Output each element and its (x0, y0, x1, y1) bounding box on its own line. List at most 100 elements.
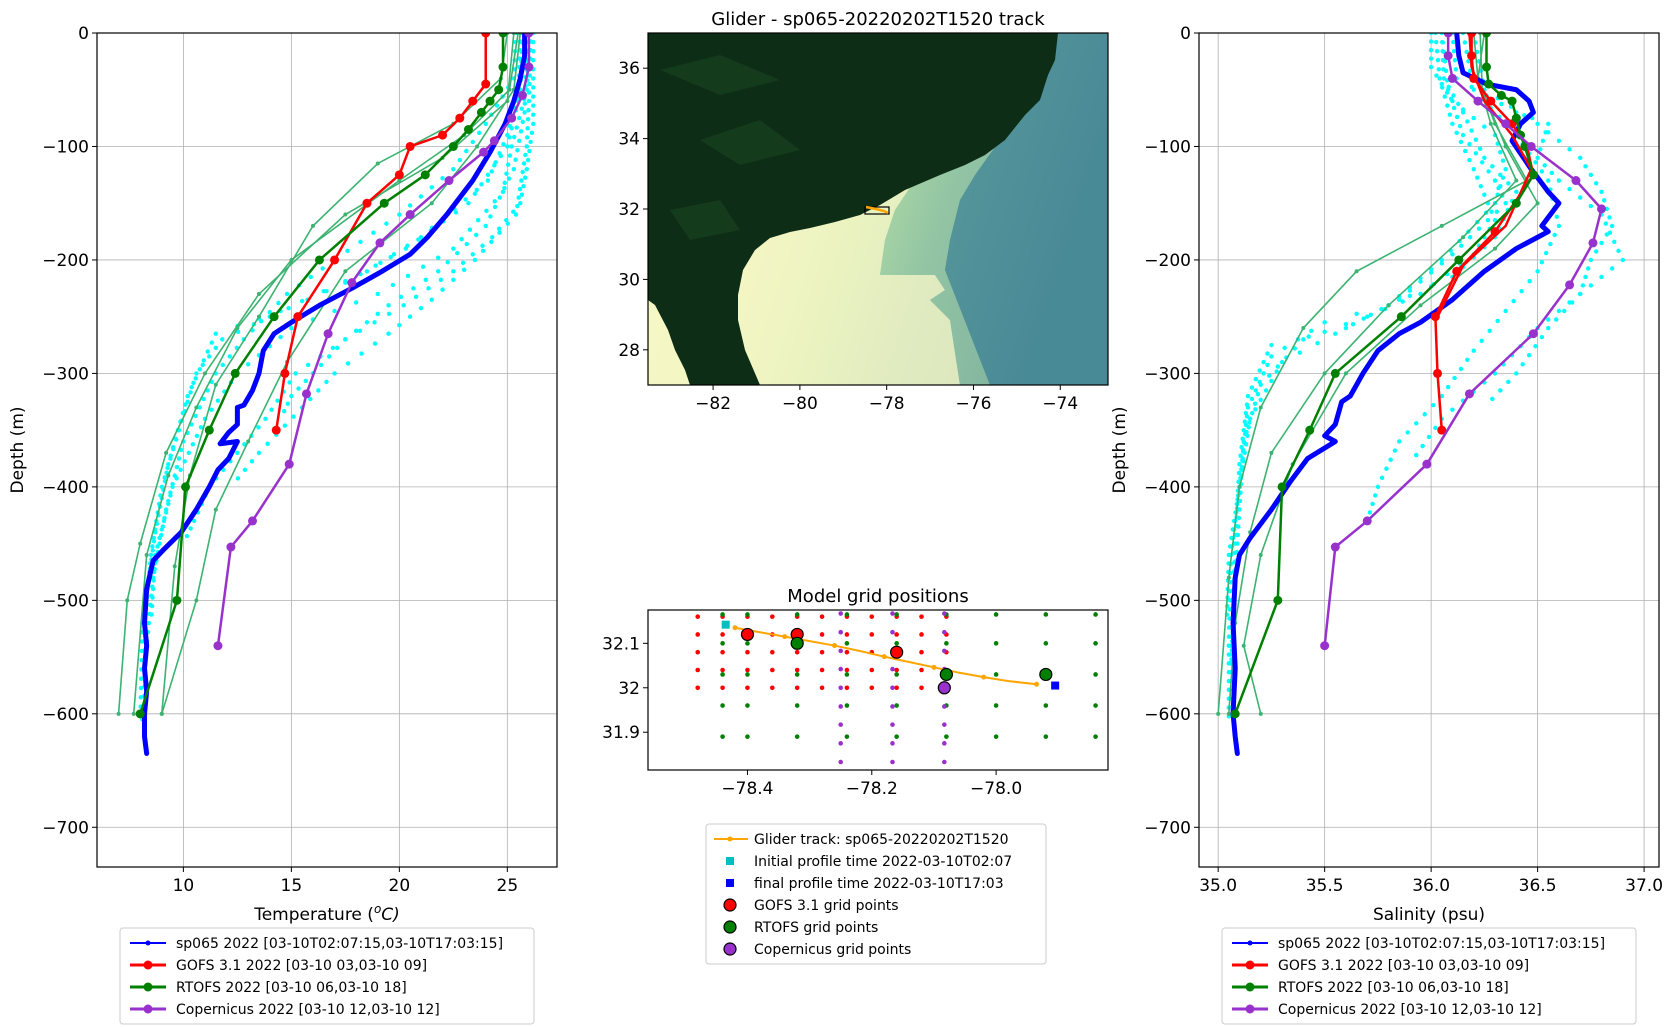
salinity-glider-profile-point (1492, 178, 1498, 183)
salinity-glider-profile-point (1562, 308, 1567, 314)
temperature-glider-profile-point (522, 101, 528, 106)
salinity-glider-profile-point (1396, 297, 1402, 302)
salinity-glider-profile-point (1538, 147, 1543, 152)
temperature-glider-profile-point (480, 248, 486, 254)
temperature-series-marker (204, 425, 214, 435)
temperature-glider-profile-point (504, 218, 509, 223)
temperature-glider-profile-point (185, 393, 190, 399)
temperature-glider-profile-point (332, 308, 337, 314)
temperature-glider-profile-point (148, 552, 154, 558)
salinity-rtofs-profile-point (1493, 246, 1498, 251)
gofs-grid-point (894, 632, 899, 637)
salinity-glider-profile-point (1540, 138, 1546, 143)
salinity-series-marker (1277, 482, 1287, 492)
temperature-glider-profile-point (474, 232, 479, 238)
temperature-glider-profile-point (378, 260, 383, 265)
temperature-glider-profile-point (474, 187, 479, 193)
salinity-glider-profile-point (1434, 39, 1439, 45)
temperature-series-marker (347, 278, 357, 288)
copernicus-grid-point (890, 685, 895, 691)
salinity-glider-profile-point (1465, 357, 1470, 362)
rtofs-grid-point (720, 734, 725, 739)
salinity-y-tick-label: −600 (1144, 705, 1191, 725)
temperature-glider-profile-point (159, 532, 164, 538)
temperature-glider-profile-point (150, 584, 155, 589)
temperature-glider-profile-point (201, 396, 206, 402)
salinity-glider-profile-point (1447, 112, 1453, 117)
salinity-glider-profile-point (1301, 337, 1306, 342)
temperature-glider-profile-point (479, 182, 484, 187)
salinity-glider-profile-point (1244, 414, 1250, 419)
temperature-glider-profile-point (518, 129, 524, 134)
temperature-rtofs-profile-point (213, 507, 218, 512)
temperature-series-marker (468, 96, 478, 106)
gofs-grid-point (919, 685, 924, 691)
temperature-glider-profile-point (488, 214, 493, 219)
map-x-tick-label: −76 (956, 394, 992, 414)
grid-legend-marker (723, 920, 737, 934)
salinity-legend-marker (1245, 1004, 1255, 1014)
rtofs-grid-point (993, 734, 999, 739)
temperature-series-marker (479, 147, 489, 157)
salinity-glider-profile-point (1445, 384, 1451, 390)
temperature-glider-profile-point (345, 248, 350, 254)
temperature-glider-profile-point (411, 286, 416, 291)
temperature-glider-profile-point (173, 437, 179, 442)
copernicus-grid-point (838, 648, 844, 654)
temperature-glider-profile-point (320, 266, 325, 271)
temperature-glider-profile-point (513, 157, 518, 162)
gofs-grid-point (720, 685, 725, 691)
salinity-glider-profile-point (1556, 138, 1562, 143)
temperature-glider-profile-point (519, 106, 524, 111)
salinity-glider-profile-point (1583, 164, 1588, 169)
salinity-series-marker (1437, 425, 1447, 435)
temperature-glider-profile-point (269, 407, 274, 412)
salinity-glider-profile-point (1428, 64, 1434, 70)
temperature-glider-profile-point (305, 362, 311, 368)
temperature-series-marker (455, 113, 465, 123)
map-x-tick-label: −82 (695, 394, 731, 414)
temperature-rtofs-profile-point (507, 87, 512, 92)
temperature-y-tick-label: −400 (42, 478, 89, 498)
salinity-glider-profile-point (1601, 198, 1607, 203)
salinity-glider-profile-point (1588, 203, 1594, 209)
salinity-glider-profile-point (1426, 434, 1432, 440)
temperature-glider-profile-point (502, 180, 507, 185)
copernicus-grid-point (942, 741, 947, 746)
temperature-glider-profile-point (484, 208, 489, 213)
salinity-glider-profile-point (1476, 226, 1482, 231)
salinity-glider-profile-point (1539, 334, 1545, 340)
temperature-glider-profile-point (515, 203, 520, 209)
temperature-glider-profile-point (522, 110, 527, 115)
temperature-glider-profile-point (526, 98, 532, 104)
temperature-glider-profile-point (215, 398, 221, 403)
salinity-glider-profile-point (1269, 378, 1274, 384)
temperature-glider-profile-point (343, 337, 348, 342)
temperature-rtofs-profile-point (202, 371, 207, 376)
grid-x-tick-label: −78.4 (721, 779, 773, 799)
gofs-grid-point (894, 667, 899, 673)
temperature-glider-profile-point (531, 121, 536, 126)
temperature-glider-profile-point (278, 334, 283, 340)
temperature-glider-profile-point (440, 176, 445, 181)
temperature-glider-profile-point (472, 257, 478, 263)
temperature-series-marker (481, 33, 491, 38)
salinity-series-marker (1362, 516, 1372, 526)
salinity-rtofs-profile-point (1226, 575, 1231, 580)
rtofs-grid-point (844, 703, 850, 708)
gofs-grid-point (919, 632, 924, 637)
salinity-glider-profile-point (1263, 388, 1269, 393)
temperature-glider-profile-point (525, 126, 530, 131)
temperature-glider-profile-point (326, 354, 332, 359)
temperature-plot-area (116, 33, 536, 757)
salinity-glider-profile-point (1567, 186, 1572, 192)
temperature-glider-profile-point (529, 130, 535, 136)
temperature-glider-profile-point (150, 548, 155, 553)
temperature-glider-profile-point (507, 153, 513, 158)
grid-ticks: −78.4 −78.2 −78.0 31.9 32 32.1 (602, 634, 1022, 799)
temperature-y-tick-label: −100 (42, 137, 89, 157)
temperature-glider-profile-point (245, 362, 251, 367)
temperature-glider-profile-point (384, 221, 389, 226)
initial-profile-marker (721, 620, 730, 629)
temperature-y-tick-label: −200 (42, 251, 89, 271)
